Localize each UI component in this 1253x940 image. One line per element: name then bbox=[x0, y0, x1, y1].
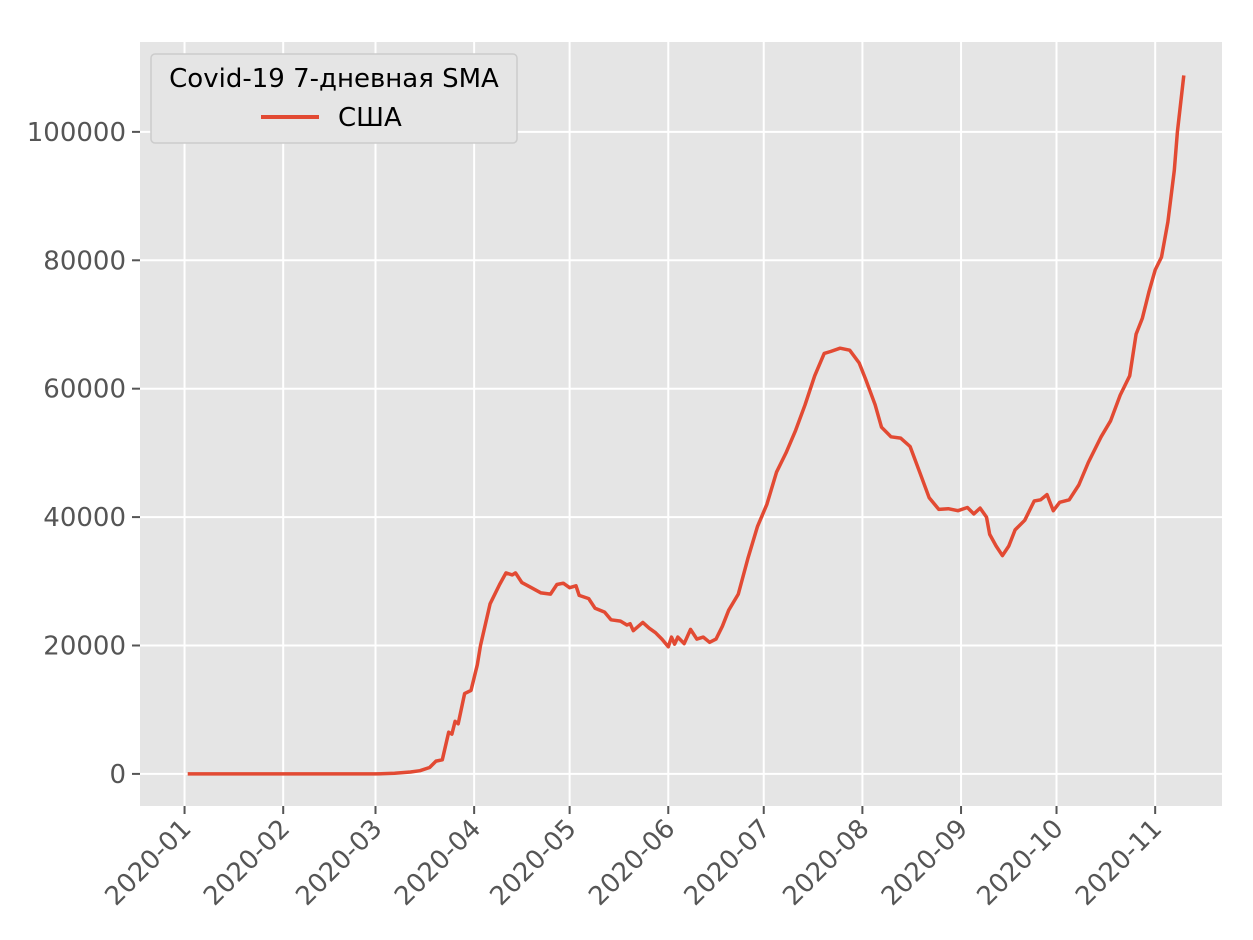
x-tick-label: 2020-05 bbox=[485, 814, 583, 912]
x-tick-label: 2020-01 bbox=[99, 814, 197, 912]
x-tick-label: 2020-04 bbox=[389, 814, 487, 912]
legend-title: Covid-19 7-дневная SMA bbox=[169, 64, 499, 94]
y-tick-label: 100000 bbox=[27, 118, 126, 148]
x-tick-label: 2020-07 bbox=[679, 814, 777, 912]
x-tick-label: 2020-02 bbox=[198, 814, 296, 912]
y-tick-label: 20000 bbox=[43, 631, 126, 661]
series-line-usa bbox=[187, 75, 1186, 776]
y-tick-label: 40000 bbox=[43, 503, 126, 533]
x-tick-label: 2020-06 bbox=[583, 814, 681, 912]
axis-ticks bbox=[132, 130, 1157, 814]
legend-box bbox=[150, 53, 518, 144]
legend: Covid-19 7-дневная SMA США bbox=[150, 53, 518, 144]
series-layer bbox=[187, 75, 1186, 776]
y-tick-label: 80000 bbox=[43, 246, 126, 276]
y-tick-label: 0 bbox=[109, 760, 126, 790]
x-tick-label: 2020-09 bbox=[876, 814, 974, 912]
y-axis-tick-labels: 0 20000 40000 60000 80000 100000 bbox=[27, 118, 126, 790]
x-tick-label: 2020-11 bbox=[1070, 814, 1168, 912]
x-tick-label: 2020-10 bbox=[971, 814, 1069, 912]
legend-label-usa: США bbox=[338, 103, 402, 133]
x-tick-label: 2020-08 bbox=[777, 814, 875, 912]
y-tick-label: 60000 bbox=[43, 375, 126, 405]
plot-background bbox=[140, 42, 1222, 806]
x-tick-label: 2020-03 bbox=[290, 814, 388, 912]
